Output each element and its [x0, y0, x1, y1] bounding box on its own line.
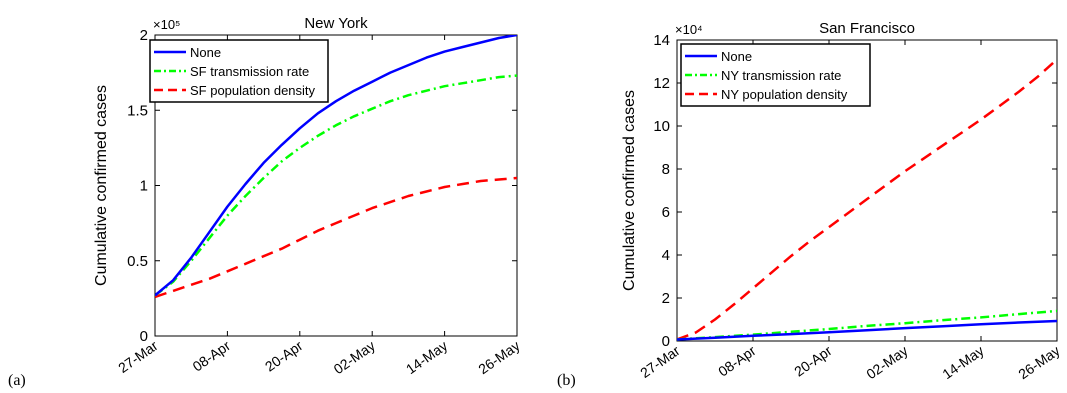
series-group	[677, 58, 1057, 341]
series-line-none	[155, 35, 517, 297]
legend-label: NY transmission rate	[721, 68, 841, 83]
legend-label: NY population density	[721, 87, 848, 102]
legend-label: SF transmission rate	[190, 64, 309, 79]
legend-box	[680, 43, 871, 107]
y-tick-label: 12	[653, 75, 670, 92]
y-tick-label: 1	[140, 178, 148, 195]
panel-label: (a)	[8, 372, 26, 389]
x-tick-label: 27-Mar	[115, 337, 161, 376]
chart-panel-a: 0 0.5 1 1.5 2 27-Mar 08-Apr 20-Apr 02-May 14-May 2…	[8, 15, 523, 389]
y-tick-label: 1.5	[127, 102, 148, 119]
x-tick-label: 26-May	[1015, 342, 1062, 382]
legend-label: SF population density	[190, 83, 316, 98]
chart-panel-b: 0 2 4 6 8 10 12 14 27-Mar 08-Apr 20-Apr 02-May 14-Ma…	[557, 20, 1063, 389]
series-group	[155, 35, 517, 299]
x-tick-label: 08-Apr	[715, 342, 759, 379]
y-exponent-label: ×10⁴	[675, 22, 703, 37]
legend-label: None	[190, 45, 221, 60]
x-tick-label: 02-May	[863, 342, 910, 382]
x-tick-label: 08-Apr	[190, 337, 234, 374]
y-tick-label: 0	[662, 333, 670, 350]
x-tick-label: 26-May	[475, 337, 522, 377]
panel-label: (b)	[557, 372, 576, 389]
series-line-sf-transmission-rate	[155, 74, 517, 297]
legend-label: None	[721, 49, 752, 64]
y-tick-label: 0.5	[127, 253, 148, 270]
y-exponent-label: ×10⁵	[153, 17, 180, 32]
x-tick-label: 14-May	[403, 337, 450, 377]
y-axis-label: Cumulative confirmed cases	[621, 90, 638, 291]
y-axis-label: Cumulative confirmed cases	[93, 85, 110, 286]
y-tick-label: 2	[140, 27, 148, 44]
series-line-none	[677, 319, 1057, 341]
x-tick-label: 20-Apr	[262, 337, 306, 374]
y-tick-label: 4	[662, 247, 670, 264]
y-tick-label: 0	[140, 328, 148, 345]
y-tick-label: 14	[653, 32, 670, 49]
y-tick-label: 8	[662, 161, 670, 178]
series-line-ny-population-density	[677, 58, 1057, 341]
y-tick-label: 6	[662, 204, 670, 221]
x-tick-label: 27-Mar	[637, 342, 683, 381]
x-tick-label: 14-May	[939, 342, 986, 382]
chart-title: San Francisco	[819, 20, 915, 37]
chart-title: New York	[304, 15, 368, 32]
y-tick-label: 2	[662, 290, 670, 307]
x-tick-label: 02-May	[330, 337, 377, 377]
y-tick-label: 10	[653, 118, 670, 135]
series-line-sf-population-density	[155, 176, 517, 299]
x-tick-label: 20-Apr	[791, 342, 835, 379]
